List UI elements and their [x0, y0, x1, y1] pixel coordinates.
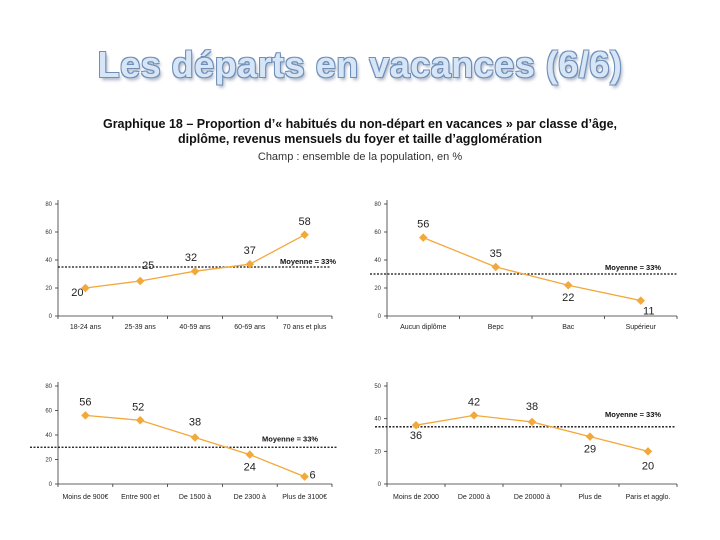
slide-title: Les départs en vacances (6/6): [97, 44, 623, 85]
data-point: [190, 433, 200, 442]
data-point: [469, 411, 479, 420]
mean-label: Moyenne = 33%: [605, 263, 661, 272]
data-label: 22: [562, 292, 574, 304]
x-category-label: 70 ans et plus: [283, 324, 327, 331]
chart-income: 0 20 40 60 80 Moins de 900€ Entre 900 et De 150…: [30, 382, 338, 501]
data-point: [245, 259, 255, 269]
chart-diploma: 0 20 40 60 80 Aucun diplôme Bepc Bac Supérieur Mo…: [370, 200, 678, 331]
data-label: 29: [584, 444, 596, 456]
x-category-label: Supérieur: [626, 324, 657, 331]
x-category-label: 25-39 ans: [125, 324, 157, 331]
x-category-label: Moins de 900€: [62, 494, 108, 501]
x-category-label: 40-59 ans: [179, 324, 211, 331]
data-label: 38: [189, 416, 201, 428]
y-tick-label: 20: [45, 458, 52, 464]
x-category-label: Plus de 3100€: [282, 494, 327, 501]
chart-age: 0 20 40 60 80 18-24 ans 25-39 ans 40-59 ans 60-6…: [45, 200, 336, 331]
data-point: [135, 276, 145, 286]
x-category-label: De 1500 à: [179, 494, 211, 501]
x-category-label: 60-69 ans: [234, 324, 266, 331]
y-tick-label: 60: [45, 409, 52, 415]
data-label: 20: [642, 460, 654, 472]
y-tick-label: 0: [49, 482, 53, 488]
x-category-label: Moins de 2000: [393, 494, 439, 501]
data-point: [245, 450, 255, 459]
x-category-label: Bepc: [488, 324, 504, 331]
data-label: 11: [643, 306, 654, 318]
x-category-label: Aucun diplôme: [400, 324, 446, 331]
y-tick-label: 40: [45, 258, 52, 264]
data-point: [564, 280, 573, 290]
y-tick-label: 0: [378, 314, 382, 320]
y-tick-label: 40: [374, 258, 381, 264]
y-tick-label: 20: [374, 286, 381, 292]
y-tick-label: 0: [49, 314, 53, 320]
data-label: 56: [417, 219, 429, 231]
figure-title: Graphique 18 – Proportion d’« habitués d…: [40, 117, 680, 147]
y-tick-label: 50: [374, 384, 381, 390]
x-category-label: Entre 900 et: [121, 494, 159, 501]
x-category-label: 18-24 ans: [70, 324, 102, 331]
data-label: 58: [298, 216, 310, 228]
data-point: [411, 420, 421, 430]
mean-label: Moyenne = 33%: [605, 410, 661, 419]
x-category-label: De 20000 à: [514, 494, 550, 501]
series-line: [423, 236, 641, 302]
data-label: 38: [526, 401, 538, 413]
y-tick-label: 60: [45, 230, 52, 236]
y-tick-label: 80: [45, 202, 52, 208]
y-tick-label: 80: [374, 202, 381, 208]
data-point: [135, 416, 145, 425]
data-label: 35: [490, 248, 502, 260]
data-point: [527, 417, 537, 427]
y-tick-label: 60: [374, 230, 381, 236]
x-category-label: Plus de: [578, 494, 601, 501]
data-point: [491, 262, 500, 272]
y-tick-label: 20: [45, 286, 52, 292]
data-label: 36: [410, 430, 422, 442]
y-tick-label: 40: [374, 417, 381, 423]
data-label: 20: [71, 287, 83, 299]
data-label: 56: [79, 396, 91, 408]
figure-title-line-2: diplôme, revenus mensuels du foyer et ta…: [178, 132, 542, 146]
data-label: 24: [244, 462, 256, 474]
data-point: [643, 447, 653, 456]
data-label: 37: [244, 245, 256, 257]
data-point: [419, 233, 428, 242]
figure-title-line-1: Graphique 18 – Proportion d’« habitués d…: [102, 117, 618, 131]
x-category-label: Paris et agglo.: [626, 494, 671, 501]
y-tick-label: 40: [45, 433, 52, 439]
figure-subtitle: Champ : ensemble de la population, en %: [257, 151, 463, 163]
data-label: 52: [132, 401, 144, 413]
chart-agglomeration: 0 20 40 50 Moins de 2000 De 2000 à De 20000 à P…: [374, 382, 678, 501]
y-tick-label: 80: [45, 384, 52, 390]
mean-label: Moyenne = 33%: [262, 434, 318, 443]
y-tick-label: 0: [378, 482, 382, 488]
x-category-label: De 2300 à: [234, 494, 266, 501]
x-category-label: Bac: [562, 324, 575, 331]
data-point: [585, 432, 595, 441]
data-label: 6: [310, 470, 316, 482]
data-point: [81, 283, 90, 293]
data-point: [300, 230, 309, 240]
y-tick-label: 20: [374, 449, 381, 455]
data-point: [636, 296, 645, 305]
data-point: [81, 411, 90, 420]
data-label: 42: [468, 396, 480, 408]
data-point: [300, 472, 309, 481]
x-category-label: De 2000 à: [458, 494, 490, 501]
data-label: 25: [142, 260, 154, 272]
data-point: [190, 266, 200, 276]
data-label: 32: [185, 252, 197, 264]
mean-label: Moyenne = 33%: [280, 257, 336, 266]
